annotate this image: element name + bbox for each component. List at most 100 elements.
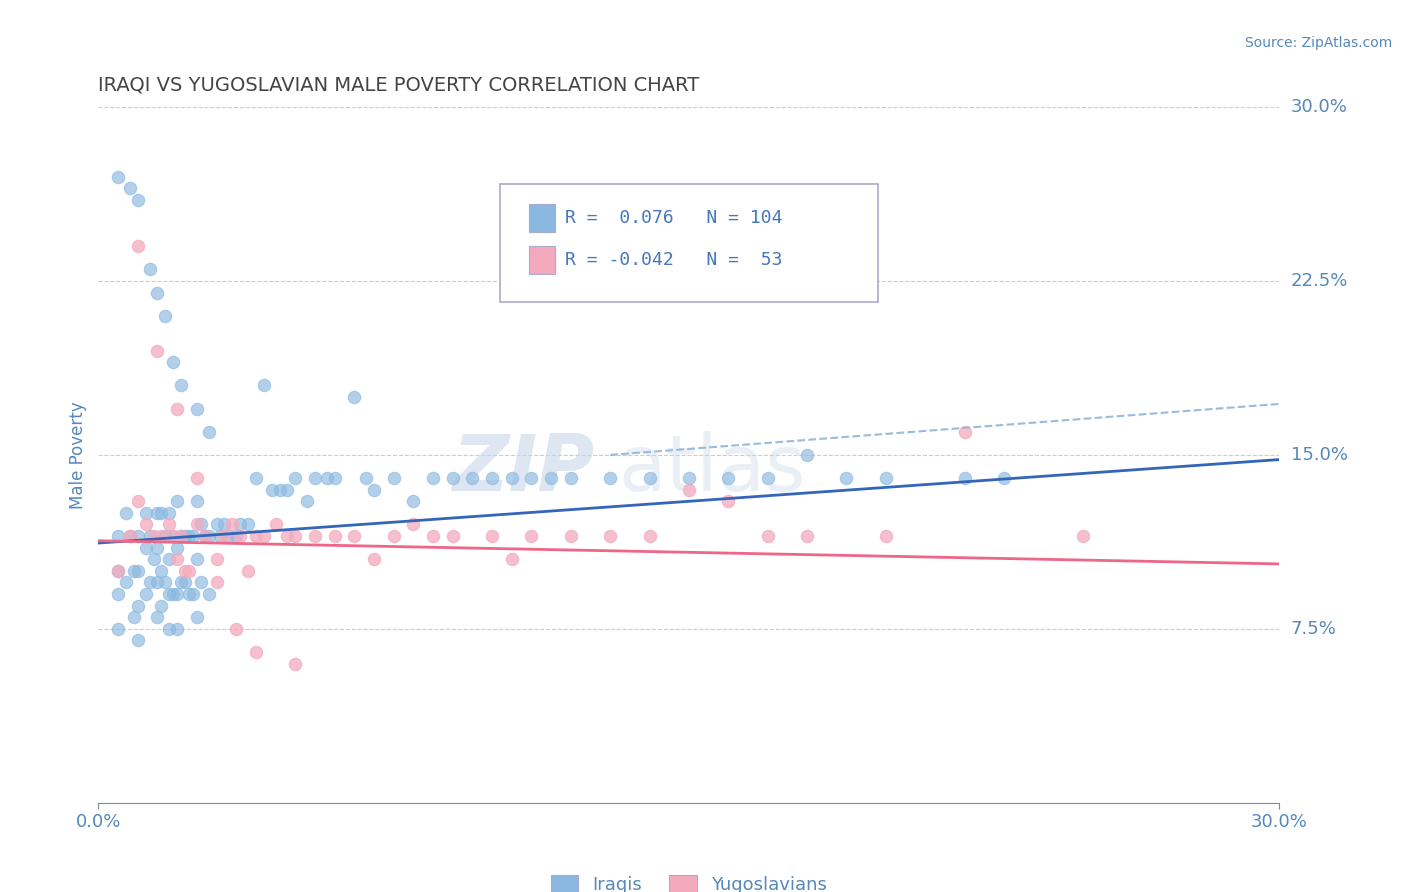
Point: [638, 471, 661, 485]
Point: [343, 390, 366, 404]
Point: [135, 587, 157, 601]
Text: ZIP: ZIP: [453, 431, 595, 507]
Point: [875, 471, 897, 485]
Point: [186, 552, 208, 566]
Point: [304, 471, 326, 485]
Point: [205, 517, 228, 532]
Point: [157, 552, 180, 566]
Point: [756, 471, 779, 485]
Point: [157, 622, 180, 636]
Point: [214, 529, 236, 543]
Point: [717, 494, 740, 508]
Point: [953, 471, 976, 485]
Point: [343, 529, 366, 543]
Point: [363, 483, 385, 497]
Point: [253, 529, 276, 543]
Point: [540, 471, 562, 485]
Point: [260, 483, 283, 497]
Point: [993, 471, 1015, 485]
Point: [236, 517, 259, 532]
FancyBboxPatch shape: [530, 246, 555, 274]
Point: [197, 425, 219, 439]
Point: [245, 645, 267, 659]
Point: [186, 610, 208, 624]
Point: [501, 471, 523, 485]
Point: [170, 529, 193, 543]
Point: [796, 529, 818, 543]
Point: [166, 622, 188, 636]
Point: [194, 529, 217, 543]
Point: [146, 575, 169, 590]
Point: [157, 506, 180, 520]
Point: [122, 564, 145, 578]
Point: [186, 401, 208, 416]
Point: [146, 285, 169, 300]
Point: [135, 517, 157, 532]
Point: [717, 471, 740, 485]
Point: [155, 529, 177, 543]
Point: [118, 529, 141, 543]
Point: [142, 529, 165, 543]
Point: [174, 564, 197, 578]
Point: [835, 471, 858, 485]
Point: [150, 506, 173, 520]
Y-axis label: Male Poverty: Male Poverty: [69, 401, 87, 508]
Point: [560, 529, 582, 543]
Point: [186, 471, 208, 485]
Point: [221, 517, 243, 532]
Point: [422, 529, 444, 543]
Point: [155, 575, 177, 590]
Point: [138, 529, 160, 543]
Text: 22.5%: 22.5%: [1291, 272, 1348, 290]
Point: [115, 575, 138, 590]
Point: [135, 506, 157, 520]
Point: [205, 552, 228, 566]
Point: [174, 529, 197, 543]
Point: [155, 309, 177, 323]
Point: [162, 355, 184, 369]
Legend: Iraqis, Yugoslavians: Iraqis, Yugoslavians: [544, 868, 834, 892]
Point: [402, 517, 425, 532]
Point: [382, 471, 405, 485]
Point: [107, 564, 129, 578]
Point: [146, 343, 169, 358]
Point: [214, 517, 236, 532]
Point: [363, 552, 385, 566]
Point: [638, 529, 661, 543]
Point: [599, 529, 621, 543]
Point: [186, 517, 208, 532]
FancyBboxPatch shape: [530, 204, 555, 232]
Point: [135, 541, 157, 555]
Point: [166, 541, 188, 555]
Point: [481, 471, 503, 485]
Point: [1071, 529, 1094, 543]
Point: [209, 529, 232, 543]
Point: [678, 471, 700, 485]
Point: [166, 587, 188, 601]
Point: [953, 425, 976, 439]
Point: [190, 575, 212, 590]
Point: [678, 483, 700, 497]
Point: [205, 575, 228, 590]
Point: [520, 471, 543, 485]
Point: [284, 529, 307, 543]
Point: [796, 448, 818, 462]
Point: [170, 378, 193, 392]
Point: [217, 529, 239, 543]
Point: [142, 552, 165, 566]
Point: [127, 239, 149, 253]
Text: atlas: atlas: [619, 431, 806, 507]
Point: [127, 633, 149, 648]
Point: [166, 494, 188, 508]
Point: [461, 471, 484, 485]
Point: [599, 471, 621, 485]
Point: [190, 517, 212, 532]
Point: [354, 471, 377, 485]
Point: [127, 193, 149, 207]
Point: [162, 529, 184, 543]
Point: [422, 471, 444, 485]
Point: [295, 494, 318, 508]
Point: [107, 529, 129, 543]
Point: [146, 541, 169, 555]
Point: [284, 471, 307, 485]
